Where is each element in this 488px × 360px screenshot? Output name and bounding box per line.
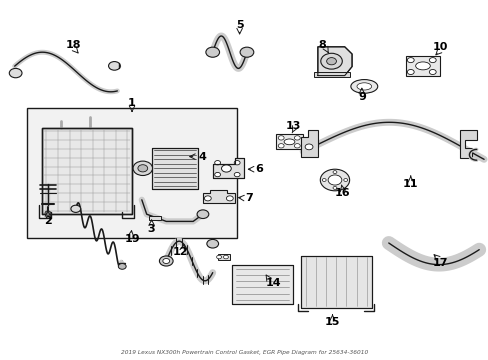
Polygon shape [212,158,244,178]
Circle shape [322,179,325,181]
Circle shape [320,53,342,69]
Circle shape [197,210,208,219]
Circle shape [159,256,173,266]
Circle shape [118,264,126,269]
Text: 9: 9 [357,92,365,102]
Circle shape [223,255,228,259]
Polygon shape [300,256,371,308]
Text: 14: 14 [265,278,281,288]
Text: 11: 11 [402,179,418,189]
Circle shape [343,179,347,181]
Circle shape [428,69,435,75]
Circle shape [332,171,336,174]
Circle shape [332,186,336,189]
Text: 16: 16 [334,188,349,198]
Ellipse shape [350,80,377,93]
Circle shape [294,136,300,140]
Polygon shape [317,47,351,76]
Polygon shape [217,254,229,260]
Polygon shape [313,72,349,77]
Circle shape [133,161,152,175]
Text: 8: 8 [318,40,326,50]
Circle shape [234,161,240,165]
Circle shape [240,47,253,57]
Circle shape [214,172,220,177]
Text: 13: 13 [285,121,301,131]
Circle shape [45,211,51,215]
Polygon shape [203,190,234,203]
Text: 1: 1 [128,98,136,108]
Circle shape [305,144,312,150]
Polygon shape [232,265,293,304]
Ellipse shape [284,139,294,145]
Text: 19: 19 [124,234,140,244]
Circle shape [407,69,413,75]
Text: 2: 2 [44,216,52,226]
Polygon shape [459,130,476,158]
Circle shape [320,169,349,191]
Text: 6: 6 [255,164,263,174]
Circle shape [163,258,169,264]
Polygon shape [41,128,132,214]
Polygon shape [300,130,317,157]
Ellipse shape [415,62,429,70]
Circle shape [226,196,233,201]
Polygon shape [149,216,161,220]
Circle shape [294,144,300,148]
Ellipse shape [356,83,371,90]
Circle shape [206,239,218,248]
Text: 4: 4 [199,152,206,162]
Polygon shape [405,56,439,76]
Circle shape [234,172,240,177]
Text: 18: 18 [65,40,81,50]
Text: 12: 12 [173,247,188,257]
Circle shape [138,165,147,172]
Circle shape [407,58,413,63]
Text: 17: 17 [431,258,447,268]
Circle shape [327,175,341,185]
Bar [27,108,237,238]
Circle shape [204,196,211,201]
Text: 5: 5 [235,20,243,30]
Text: 2019 Lexus NX300h Powertrain Control Gasket, EGR Pipe Diagram for 25634-36010: 2019 Lexus NX300h Powertrain Control Gas… [121,350,367,355]
Text: 10: 10 [431,42,447,52]
Text: 3: 3 [147,224,155,234]
Circle shape [71,205,81,212]
Circle shape [278,144,284,148]
Polygon shape [151,148,198,189]
Circle shape [9,68,22,78]
Circle shape [428,58,435,63]
Polygon shape [276,134,303,149]
Circle shape [221,165,231,172]
Circle shape [108,62,120,70]
Circle shape [278,136,284,140]
Circle shape [205,47,219,57]
Circle shape [216,255,221,259]
Text: 7: 7 [245,193,253,203]
Circle shape [214,161,220,165]
Circle shape [326,58,336,65]
Text: 15: 15 [324,317,340,327]
